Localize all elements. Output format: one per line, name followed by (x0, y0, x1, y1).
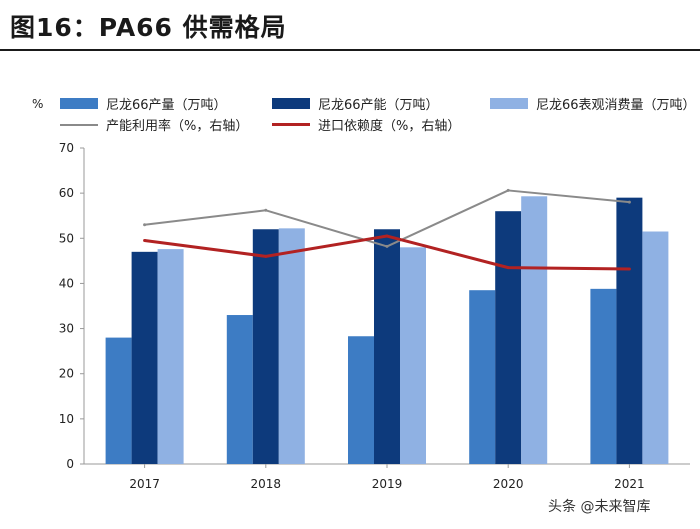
title-divider (0, 49, 700, 51)
y-tick-label: 30 (59, 322, 74, 336)
legend-item-import-dependency: 进口依赖度（%，右轴） (272, 115, 460, 134)
legend-swatch-import-dependency (272, 123, 310, 126)
bar-consumption (400, 247, 426, 464)
legend-item-consumption: 尼龙66表观消费量（万吨） (490, 94, 696, 113)
bar-capacity (495, 211, 522, 464)
bar-production (105, 337, 132, 464)
x-tick-label: 2021 (614, 477, 645, 491)
y-tick-label: 10 (59, 412, 74, 426)
point-utilization (506, 188, 510, 192)
legend-label-capacity: 尼龙66产能（万吨） (318, 98, 439, 113)
y-tick-label: 40 (59, 276, 74, 290)
y-tick-label: 20 (59, 367, 74, 381)
bar-consumption (642, 231, 669, 464)
x-tick-label: 2020 (493, 477, 524, 491)
y-tick-label: 50 (59, 231, 74, 245)
legend-swatch-consumption (490, 98, 528, 109)
bar-consumption (278, 228, 305, 464)
point-utilization (264, 208, 268, 212)
bar-consumption (157, 249, 184, 464)
point-import-dependency (506, 266, 510, 270)
bar-production (469, 290, 496, 464)
legend-label-consumption: 尼龙66表观消费量（万吨） (536, 98, 696, 113)
bar-production (590, 288, 617, 464)
legend-swatch-production (60, 98, 98, 109)
point-import-dependency (264, 254, 268, 258)
bar-consumption (521, 196, 548, 464)
y-tick-label: 70 (59, 141, 74, 155)
x-tick-label: 2018 (251, 477, 282, 491)
point-import-dependency (143, 239, 147, 243)
point-import-dependency (627, 267, 631, 271)
point-utilization (385, 244, 389, 248)
bar-production (226, 315, 253, 464)
point-import-dependency (385, 234, 389, 238)
legend-label-production: 尼龙66产量（万吨） (106, 98, 227, 113)
bar-production (348, 336, 374, 464)
legend-swatch-utilization (60, 123, 98, 126)
x-tick-label: 2017 (129, 477, 160, 491)
bar-capacity (252, 229, 279, 464)
legend-label-utilization: 产能利用率（%，右轴） (106, 119, 249, 134)
watermark-text: 头条 @未来智库 (548, 499, 651, 515)
legend-item-production: 尼龙66产量（万吨） (60, 94, 227, 113)
legend-label-import-dependency: 进口依赖度（%，右轴） (318, 119, 461, 134)
y-axis-unit: % (32, 97, 44, 111)
figure-title: 图16：PA66 供需格局 (10, 13, 287, 42)
watermark: 头条 @未来智库 (548, 496, 650, 516)
legend-item-capacity: 尼龙66产能（万吨） (272, 94, 439, 113)
y-tick-label: 0 (66, 457, 74, 471)
y-tick-label: 60 (59, 186, 74, 200)
bar-capacity (374, 229, 400, 464)
bar-capacity (131, 251, 158, 464)
bar-capacity (616, 197, 643, 464)
point-utilization (143, 223, 147, 227)
x-tick-label: 2019 (372, 477, 403, 491)
legend-item-utilization: 产能利用率（%，右轴） (60, 115, 248, 134)
point-utilization (627, 200, 631, 204)
legend-swatch-capacity (272, 98, 310, 109)
